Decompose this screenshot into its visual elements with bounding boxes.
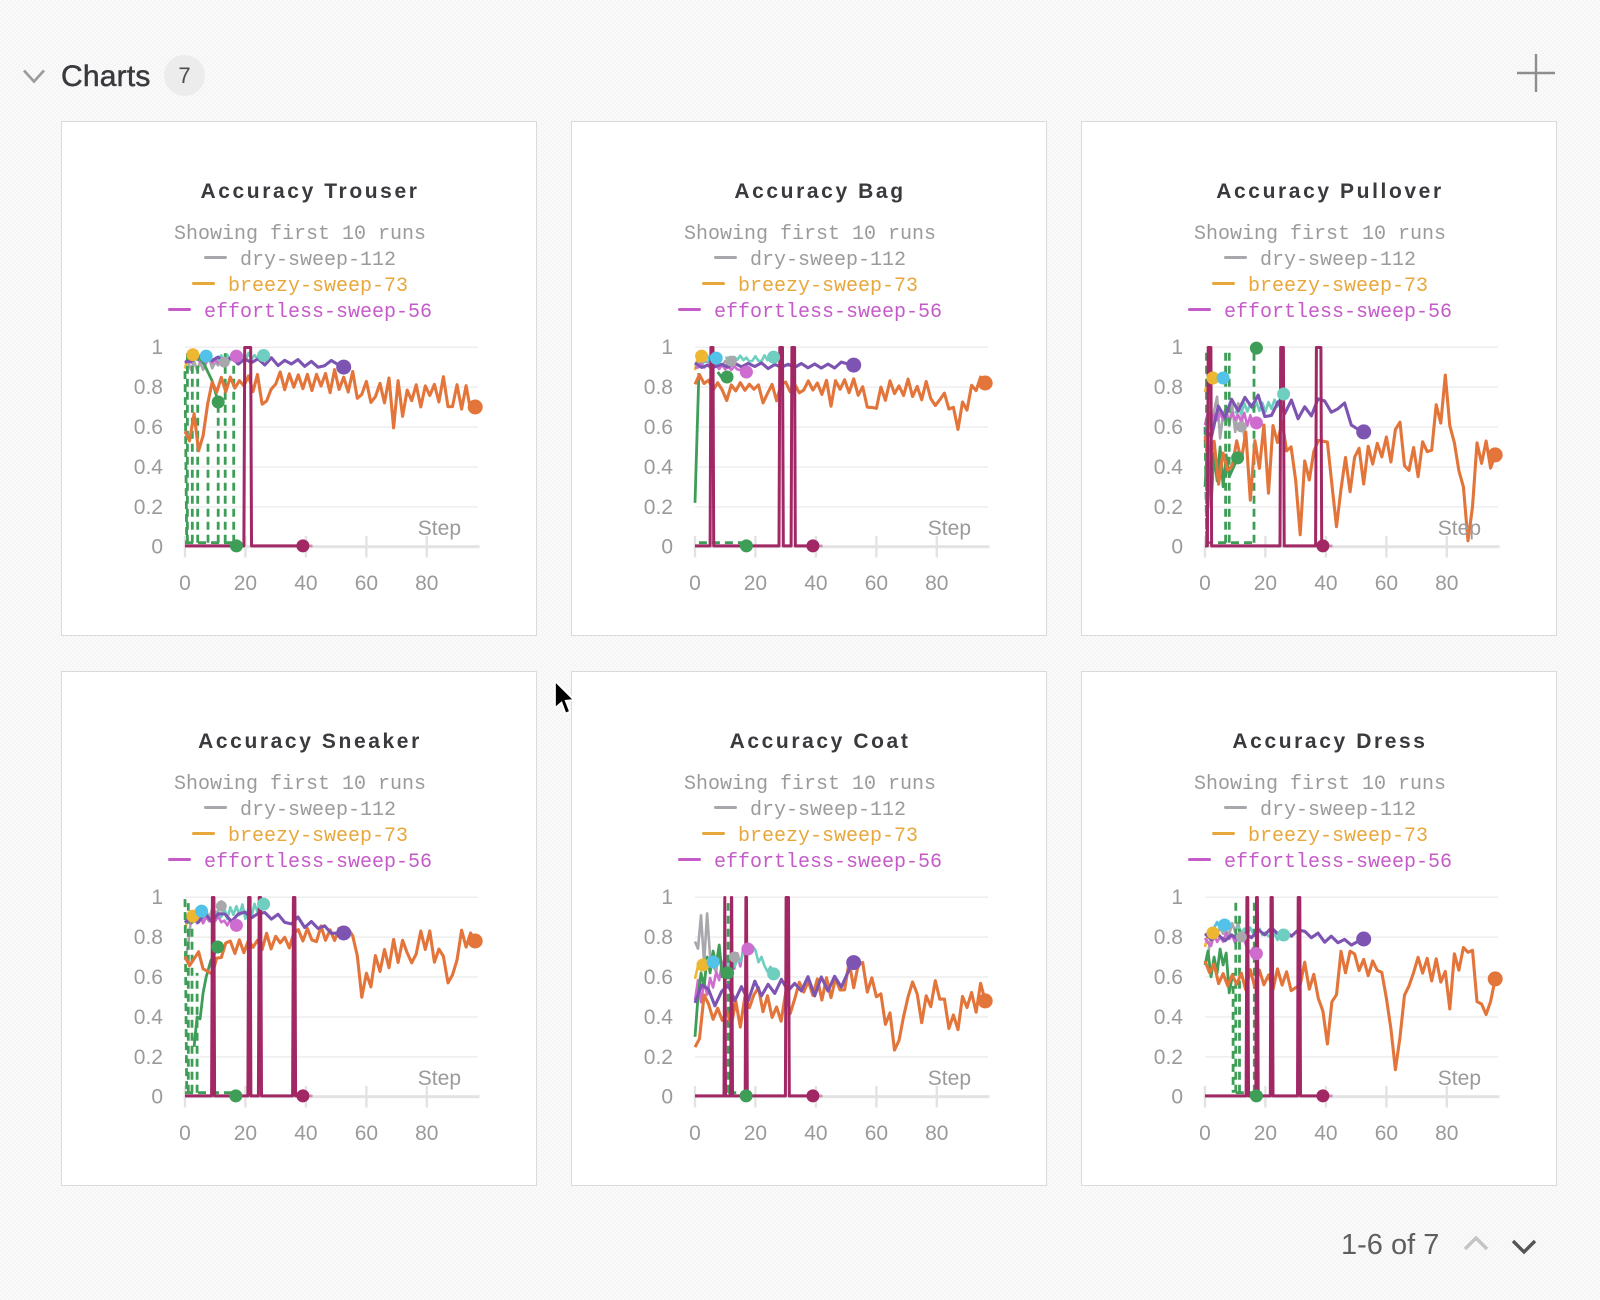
svg-text:0.2: 0.2 xyxy=(1154,1045,1183,1068)
svg-text:0.4: 0.4 xyxy=(644,455,674,478)
svg-text:Step: Step xyxy=(1438,517,1481,540)
svg-text:0: 0 xyxy=(151,535,163,558)
svg-text:80: 80 xyxy=(1435,572,1458,595)
svg-text:0.2: 0.2 xyxy=(644,1045,673,1068)
svg-text:0.8: 0.8 xyxy=(134,926,163,949)
svg-text:40: 40 xyxy=(804,572,827,595)
svg-text:1: 1 xyxy=(1171,336,1183,359)
svg-text:40: 40 xyxy=(294,572,317,595)
svg-text:1: 1 xyxy=(151,886,163,909)
svg-text:0.8: 0.8 xyxy=(644,376,673,399)
svg-text:0.2: 0.2 xyxy=(644,495,673,518)
svg-text:Step: Step xyxy=(1438,1067,1481,1090)
svg-text:0.4: 0.4 xyxy=(134,455,164,478)
svg-text:20: 20 xyxy=(234,572,257,595)
svg-text:0.4: 0.4 xyxy=(134,1005,164,1028)
svg-text:0: 0 xyxy=(179,1122,191,1145)
svg-text:80: 80 xyxy=(415,572,438,595)
svg-text:60: 60 xyxy=(355,1122,378,1145)
svg-text:0: 0 xyxy=(179,572,191,595)
svg-text:0.4: 0.4 xyxy=(1154,455,1184,478)
svg-text:0: 0 xyxy=(689,1122,701,1145)
svg-text:0.2: 0.2 xyxy=(134,1045,163,1068)
svg-text:60: 60 xyxy=(1375,572,1398,595)
svg-text:0.6: 0.6 xyxy=(134,965,163,988)
svg-text:1: 1 xyxy=(661,886,673,909)
svg-text:60: 60 xyxy=(1375,1122,1398,1145)
svg-text:20: 20 xyxy=(744,572,767,595)
svg-text:80: 80 xyxy=(415,1122,438,1145)
svg-text:0.8: 0.8 xyxy=(1154,376,1183,399)
svg-text:60: 60 xyxy=(865,572,888,595)
svg-text:20: 20 xyxy=(1254,572,1277,595)
svg-text:40: 40 xyxy=(804,1122,827,1145)
svg-text:40: 40 xyxy=(1314,572,1337,595)
svg-text:0.8: 0.8 xyxy=(134,376,163,399)
svg-text:0.4: 0.4 xyxy=(1154,1005,1184,1028)
svg-text:0.6: 0.6 xyxy=(644,965,673,988)
svg-text:1: 1 xyxy=(661,336,673,359)
svg-text:40: 40 xyxy=(1314,1122,1337,1145)
svg-text:Step: Step xyxy=(418,1067,461,1090)
svg-text:80: 80 xyxy=(1435,1122,1458,1145)
svg-text:20: 20 xyxy=(234,1122,257,1145)
svg-text:0.6: 0.6 xyxy=(134,415,163,438)
svg-text:1: 1 xyxy=(151,336,163,359)
svg-text:0: 0 xyxy=(1171,1085,1183,1108)
svg-text:Step: Step xyxy=(418,517,461,540)
svg-text:0.6: 0.6 xyxy=(644,415,673,438)
svg-text:0.2: 0.2 xyxy=(1154,495,1183,518)
svg-text:20: 20 xyxy=(1254,1122,1277,1145)
svg-text:0: 0 xyxy=(689,572,701,595)
svg-text:60: 60 xyxy=(355,572,378,595)
svg-text:1: 1 xyxy=(1171,886,1183,909)
svg-text:Step: Step xyxy=(928,517,971,540)
svg-text:0: 0 xyxy=(151,1085,163,1108)
svg-text:0.2: 0.2 xyxy=(134,495,163,518)
svg-text:80: 80 xyxy=(925,1122,948,1145)
svg-text:0: 0 xyxy=(1199,1122,1211,1145)
svg-text:40: 40 xyxy=(294,1122,317,1145)
svg-text:20: 20 xyxy=(744,1122,767,1145)
svg-text:0.6: 0.6 xyxy=(1154,415,1183,438)
svg-text:0: 0 xyxy=(661,1085,673,1108)
svg-text:0: 0 xyxy=(1171,535,1183,558)
svg-text:0.4: 0.4 xyxy=(644,1005,674,1028)
svg-text:0: 0 xyxy=(661,535,673,558)
svg-text:60: 60 xyxy=(865,1122,888,1145)
svg-text:0.8: 0.8 xyxy=(644,926,673,949)
svg-text:0.6: 0.6 xyxy=(1154,965,1183,988)
svg-text:Step: Step xyxy=(928,1067,971,1090)
svg-text:0: 0 xyxy=(1199,572,1211,595)
svg-text:80: 80 xyxy=(925,572,948,595)
svg-text:0.8: 0.8 xyxy=(1154,926,1183,949)
